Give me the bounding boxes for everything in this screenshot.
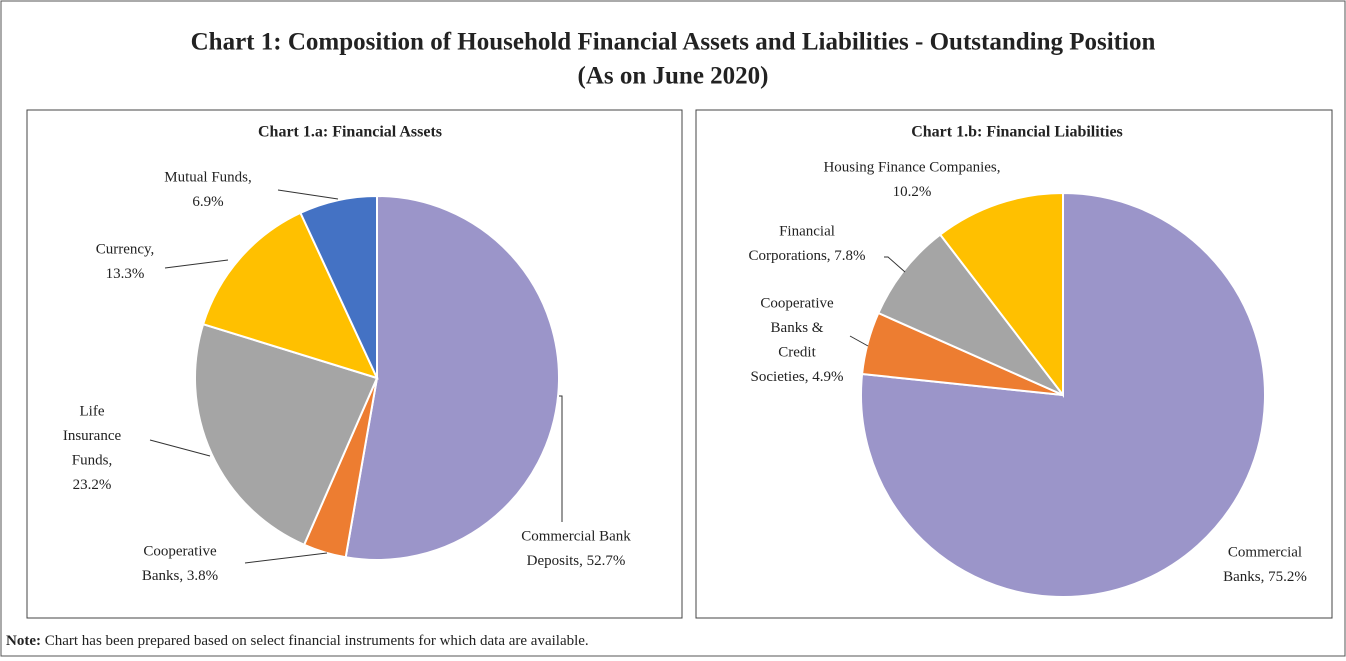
- note-label: Note:: [6, 633, 41, 649]
- data-label: Housing Finance Companies,: [823, 159, 1000, 175]
- pie-slice: [938, 191, 1064, 398]
- leader-line: [884, 256, 906, 273]
- data-label: Commercial: [1228, 544, 1302, 560]
- data-label: Banks, 3.8%: [142, 568, 218, 584]
- data-label: Cooperative: [760, 295, 834, 311]
- leader-line: [244, 552, 328, 564]
- pie-slice: [201, 211, 379, 380]
- title-line: Chart 1: Composition of Household Financ…: [191, 29, 1156, 56]
- note-text: Chart has been prepared based on select …: [45, 633, 589, 649]
- data-label: Banks &: [771, 320, 824, 336]
- pie-slice: [194, 322, 379, 547]
- data-label: 13.3%: [106, 266, 145, 282]
- data-label: Financial: [779, 223, 835, 239]
- leader-line: [277, 189, 339, 200]
- data-label: Mutual Funds,: [164, 169, 252, 185]
- data-label: 10.2%: [893, 184, 932, 200]
- data-label: Deposits, 52.7%: [527, 553, 626, 569]
- data-label: Life: [80, 403, 105, 419]
- note: Note: Chart has been prepared based on s…: [6, 633, 589, 649]
- data-label: Credit: [778, 344, 816, 360]
- pie-slice: [344, 194, 560, 561]
- data-label: Banks, 75.2%: [1223, 569, 1307, 585]
- panel: [26, 109, 683, 619]
- data-label: 6.9%: [192, 194, 223, 210]
- data-label: 23.2%: [73, 477, 112, 493]
- data-label: Currency,: [96, 241, 155, 257]
- leader-line: [149, 439, 211, 457]
- pie-slice: [299, 194, 378, 379]
- panel: [695, 109, 1333, 619]
- leader-line: [849, 335, 869, 347]
- data-label: Societies, 4.9%: [751, 369, 844, 385]
- chart-title: Chart 1.b: Financial Liabilities: [911, 124, 1123, 141]
- pie-slice: [877, 233, 1064, 396]
- data-label: Funds,: [72, 452, 112, 468]
- data-label: Cooperative: [143, 543, 217, 559]
- chart-title: Chart 1.a: Financial Assets: [258, 124, 442, 141]
- leader-line: [559, 395, 563, 522]
- data-label: Insurance: [63, 428, 122, 444]
- data-label: Commercial Bank: [521, 528, 631, 544]
- leader-line: [164, 259, 229, 269]
- title-line: (As on June 2020): [578, 63, 769, 90]
- data-label: Corporations, 7.8%: [748, 248, 865, 264]
